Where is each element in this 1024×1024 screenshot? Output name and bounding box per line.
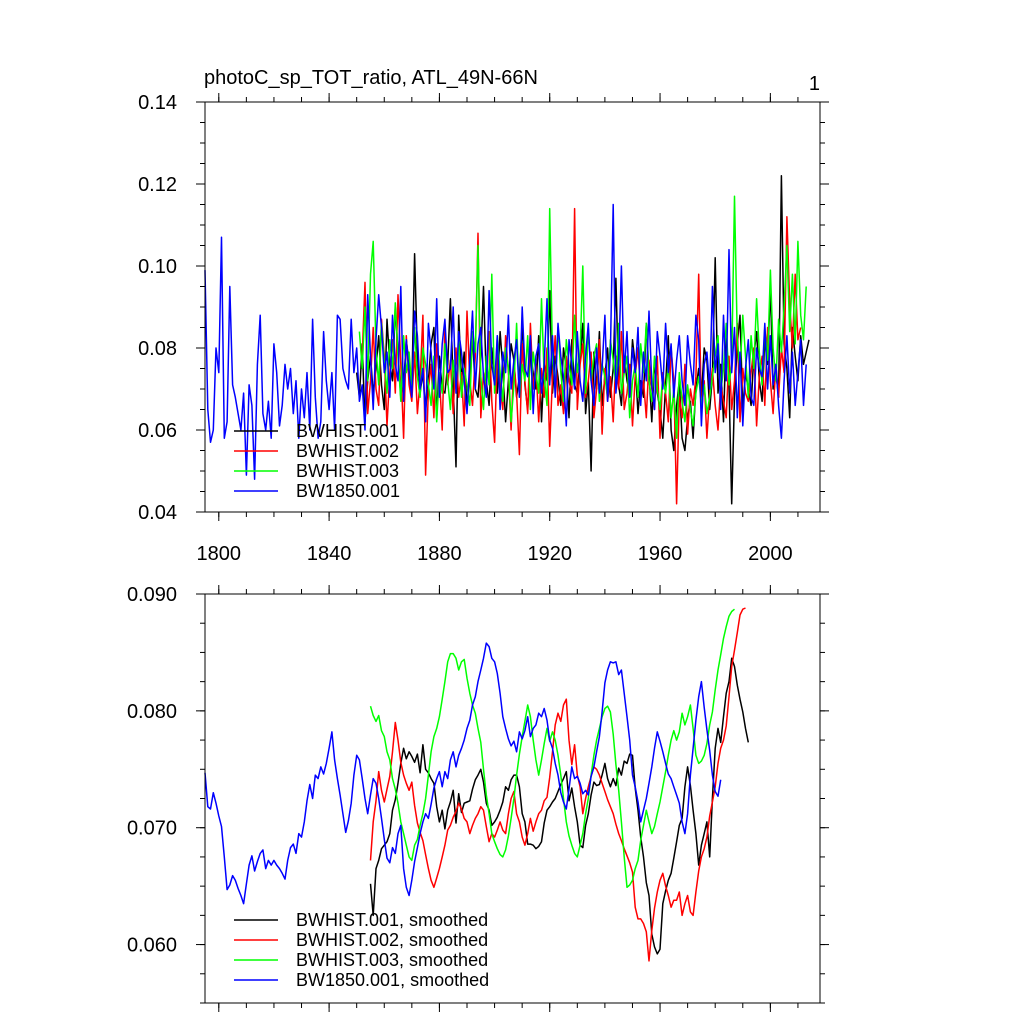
top-ytick-label: 0.08: [138, 338, 177, 360]
bottom-series-line-4: [204, 642, 722, 905]
panel-label: 1: [809, 73, 820, 95]
top-axes: 0.04 0.06 0.08 0.10 0.12 0.14 1800 1840 1880 1920…: [138, 92, 829, 565]
top-legend-label-3: BWHIST.003: [296, 461, 399, 481]
bottom-panel: 0.060 0.070 0.080 0.090 BWHIST.001, smoothe…: [127, 584, 829, 1012]
top-legend-label-1: BWHIST.001: [296, 421, 399, 441]
bottom-ytick-label: 0.090: [127, 584, 177, 606]
bottom-legend-label-2: BWHIST.002, smoothed: [296, 930, 488, 950]
bottom-series-line-2: [369, 607, 746, 962]
top-xtick-label: 1920: [527, 543, 572, 565]
top-legend-label-2: BWHIST.002: [296, 441, 399, 461]
top-ytick-label: 0.12: [138, 174, 177, 196]
top-series-line-4: [204, 203, 807, 480]
bottom-ytick-label: 0.080: [127, 701, 177, 723]
top-panel: photoC_sp_TOT_ratio, ATL_49N-66N 1 0.040…: [138, 67, 829, 565]
bottom-legend-label-1: BWHIST.001, smoothed: [296, 910, 488, 930]
top-xtick-label: 1800: [197, 543, 242, 565]
top-xtick-label: 2000: [748, 543, 793, 565]
top-xtick-label: 1840: [307, 543, 352, 565]
top-series-line-1: [355, 175, 810, 505]
top-ytick-label: 0.06: [138, 420, 177, 442]
top-ytick-label: 0.10: [138, 256, 177, 278]
top-series-group: [204, 175, 810, 505]
bottom-legend-label-4: BW1850.001, smoothed: [296, 970, 489, 990]
top-xtick-label: 1960: [638, 543, 683, 565]
top-ytick-label: 0.04: [138, 502, 177, 524]
bottom-series-group: [204, 607, 750, 962]
bottom-legend-label-3: BWHIST.003, smoothed: [296, 950, 488, 970]
top-legend-label-4: BW1850.001: [296, 481, 400, 501]
bottom-series-line-3: [369, 608, 735, 889]
bottom-ytick-label: 0.060: [127, 935, 177, 957]
bottom-ytick-label: 0.070: [127, 818, 177, 840]
top-ytick-label: 0.14: [138, 92, 177, 114]
bottom-axes: 0.060 0.070 0.080 0.090: [127, 584, 829, 1012]
chart-title: photoC_sp_TOT_ratio, ATL_49N-66N: [204, 67, 538, 89]
top-xtick-label: 1880: [417, 543, 462, 565]
